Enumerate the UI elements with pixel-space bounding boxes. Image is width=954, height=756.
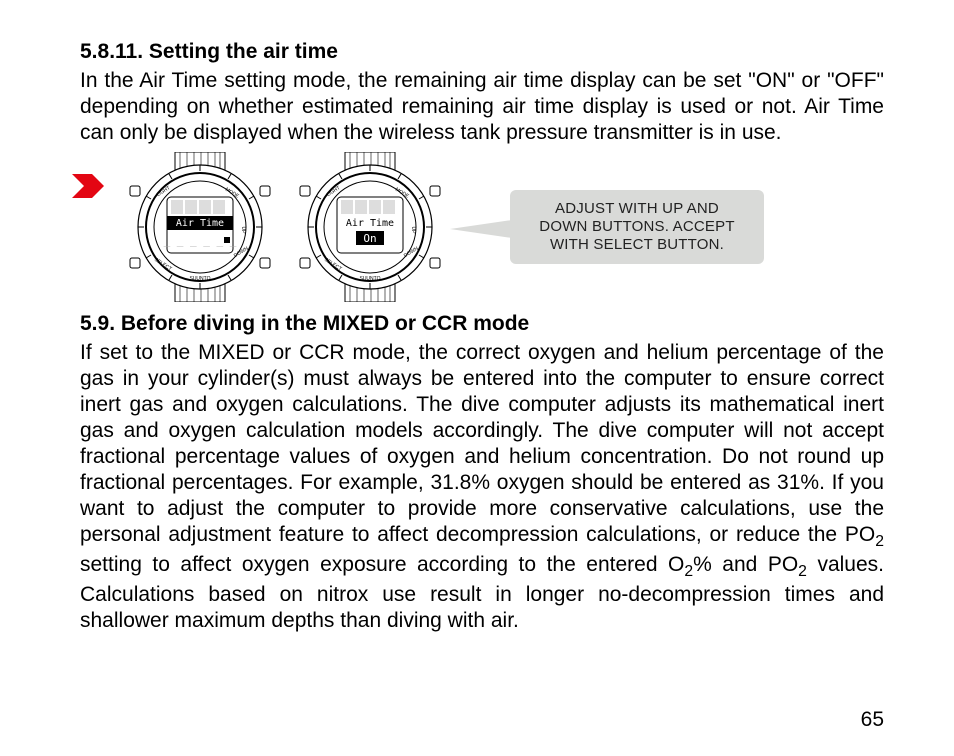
section-body-mixed-ccr: If set to the MIXED or CCR mode, the cor… [80, 340, 884, 634]
watch2-screen-value: On [363, 232, 376, 245]
callout: ADJUST WITH UP AND DOWN BUTTONS. ACCEPT … [510, 190, 764, 264]
callout-line2: DOWN BUTTONS. ACCEPT [539, 218, 734, 235]
section-heading-mixed-ccr: 5.9. Before diving in the MIXED or CCR m… [80, 312, 884, 336]
callout-line1: ADJUST WITH UP AND [555, 200, 719, 217]
section-body-air-time: In the Air Time setting mode, the remain… [80, 68, 884, 146]
section-heading-air-time: 5.8.11. Setting the air time [80, 40, 884, 64]
callout-line3: WITH SELECT BUTTON. [550, 236, 724, 253]
watch2-screen-title: Air Time [346, 218, 394, 229]
svg-text:UP: UP [240, 227, 246, 235]
svg-text:SUUNTO: SUUNTO [359, 276, 380, 282]
page-number: 65 [861, 708, 884, 732]
watch-illustration-1: MODE DOWN SELECT LIGHT UP SUUNTO Air Tim… [120, 152, 280, 307]
figure-row: MODE DOWN SELECT LIGHT UP SUUNTO Air Tim… [80, 152, 884, 302]
manual-page: 5.8.11. Setting the air time In the Air … [0, 0, 954, 756]
watch-brand: SUUNTO [189, 276, 210, 282]
watch-illustration-2: MODE DOWN SELECT LIGHT UP SUUNTO Air Tim… [290, 152, 450, 307]
red-arrow-icon [70, 172, 106, 208]
watch1-screen-title: Air Time [176, 218, 224, 229]
svg-text:UP: UP [410, 227, 416, 235]
